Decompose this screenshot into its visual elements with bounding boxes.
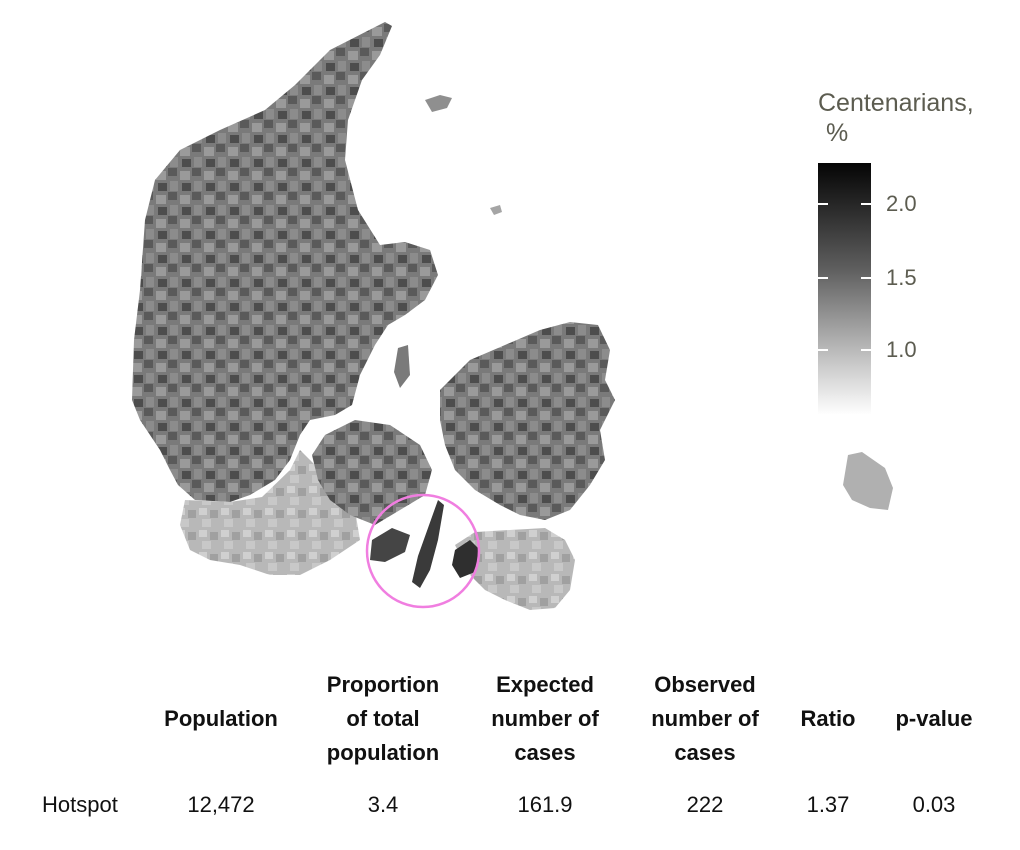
header-line: Population [164, 706, 278, 731]
legend-title-line1: Centenarians, [818, 89, 974, 117]
header-line: Proportion [326, 672, 440, 697]
zealand-region [440, 322, 615, 520]
jutland-region [132, 22, 438, 502]
table-header-observed: Observed number of cases [615, 668, 795, 770]
legend-title-unit: % [826, 119, 849, 147]
header-line: of total [346, 706, 420, 731]
table-header-proportion: Proportion of total population [293, 668, 473, 770]
hotspot-island-langeland [412, 500, 444, 588]
legend-label: 1.0 [886, 337, 917, 362]
hotspot-island-aero [370, 528, 410, 562]
header-line: number of [491, 706, 599, 731]
table-row-label: Hotspot [42, 792, 118, 817]
header-line: Expected [496, 672, 594, 697]
header-line: p-value [895, 706, 973, 731]
header-line: population [326, 740, 440, 765]
table-cell-ratio: 1.37 [806, 792, 850, 817]
anholt-island [490, 205, 502, 215]
legend-tick-mark [818, 277, 828, 279]
table-cell-proportion: 3.4 [367, 792, 399, 817]
legend-label: 1.5 [886, 265, 917, 290]
table-cell-p-value: 0.03 [912, 792, 956, 817]
laeso-island [425, 95, 452, 112]
table-header-ratio: Ratio [738, 702, 918, 736]
legend-tick-mark [818, 349, 828, 351]
header-line: cases [674, 740, 736, 765]
table-cell-observed: 222 [686, 792, 724, 817]
samso-island [394, 345, 410, 388]
header-line: Observed [654, 672, 756, 697]
lolland-falster-region [455, 528, 575, 610]
header-line: Ratio [800, 706, 856, 731]
legend-tick-mark [861, 203, 871, 205]
legend-title: Centenarians, % [818, 88, 974, 148]
hotspot-circle [365, 493, 481, 609]
legend-tick-mark [861, 349, 871, 351]
header-line: cases [514, 740, 576, 765]
legend-label: 2.0 [886, 191, 917, 216]
header-line: number of [651, 706, 759, 731]
table-header-p-value: p-value [844, 702, 1020, 736]
table-header-expected: Expected number of cases [455, 668, 635, 770]
table-cell-expected: 161.9 [517, 792, 573, 817]
legend-colorbar [818, 163, 871, 415]
table-header-population: Population [131, 702, 311, 736]
bornholm-region [843, 452, 893, 510]
table-cell-population: 12,472 [187, 792, 255, 817]
hotspot-island-lolland-west [452, 540, 480, 578]
legend-tick-mark [818, 203, 828, 205]
south-jutland-region [180, 450, 360, 575]
legend-tick-mark [861, 277, 871, 279]
denmark-choropleth-map [132, 22, 893, 610]
